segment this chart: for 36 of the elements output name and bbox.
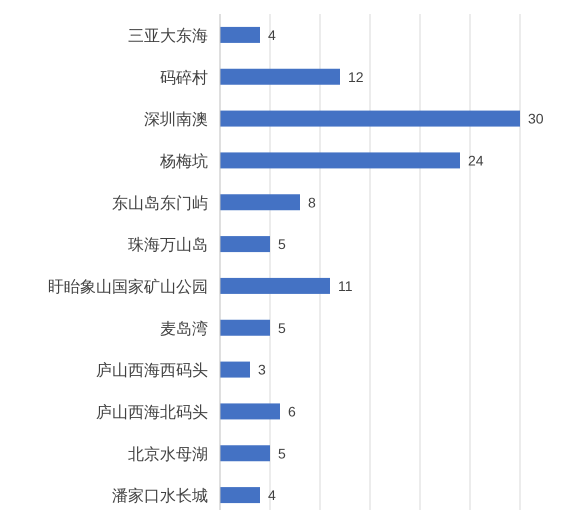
y-tick-label: 码碎村	[160, 68, 208, 87]
bar	[220, 152, 460, 168]
y-tick-label: 潘家口水长城	[112, 487, 208, 506]
data-label: 5	[278, 320, 286, 336]
bar	[220, 236, 270, 252]
y-tick-label: 深圳南澳	[144, 110, 208, 129]
data-label: 12	[348, 68, 364, 85]
data-label: 8	[308, 194, 316, 210]
bar	[220, 26, 260, 43]
data-label: 11	[338, 278, 353, 294]
y-tick-label: 北京水母湖	[128, 445, 208, 464]
data-label: 6	[288, 403, 296, 420]
data-label: 5	[278, 236, 286, 252]
bar	[220, 403, 280, 420]
y-tick-label: 东山岛东门屿	[112, 194, 208, 212]
bar	[220, 194, 300, 210]
data-label: 30	[528, 110, 544, 127]
y-tick-label: 珠海万山岛	[128, 236, 208, 254]
bar	[220, 362, 250, 378]
data-label: 4	[268, 487, 276, 504]
bar	[220, 68, 340, 85]
y-tick-label: 庐山西海西码头	[96, 362, 208, 380]
bar	[220, 278, 330, 294]
y-tick-label: 杨梅坑	[159, 152, 208, 170]
bar	[220, 110, 520, 127]
bar	[220, 320, 270, 336]
bar	[220, 487, 260, 504]
data-label: 3	[258, 362, 266, 378]
y-tick-label: 盱眙象山国家矿山公园	[48, 278, 208, 296]
bar	[220, 445, 270, 462]
data-label: 4	[268, 26, 276, 43]
data-label: 24	[468, 152, 484, 168]
y-tick-label: 三亚大东海	[128, 26, 208, 45]
y-tick-label: 麦岛湾	[160, 320, 208, 338]
y-tick-label: 庐山西海北码头	[96, 403, 208, 422]
data-label: 5	[278, 445, 286, 462]
